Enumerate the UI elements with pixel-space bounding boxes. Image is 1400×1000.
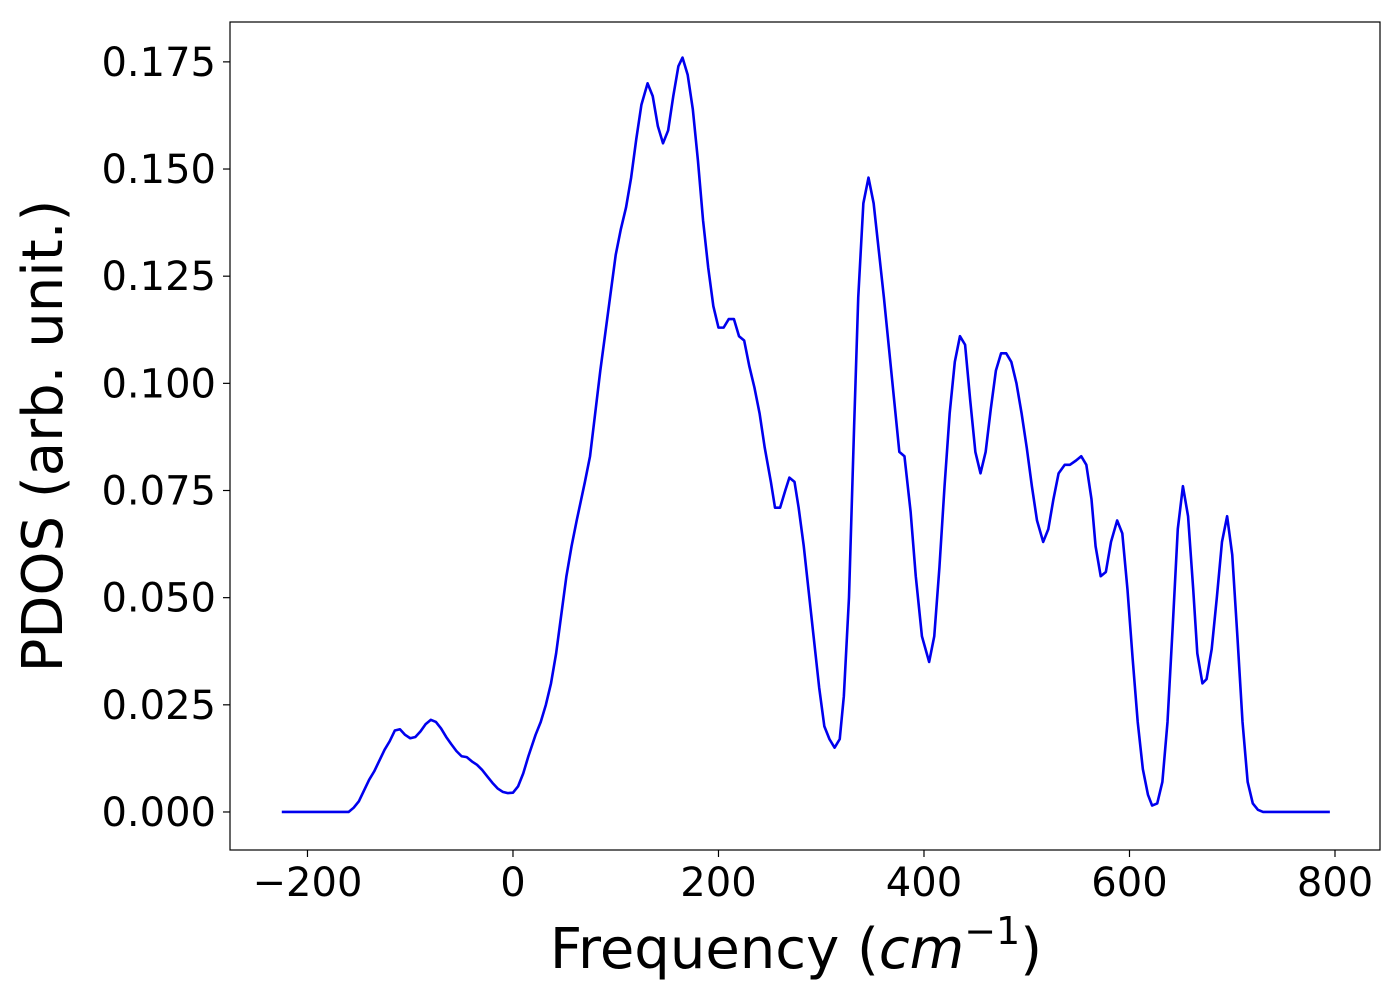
x-label-text: Frequency ( [550,917,879,982]
x-tick-label: 400 [886,860,962,906]
y-tick-label: 0.000 [101,790,216,836]
x-tick-label: −200 [253,860,363,906]
y-axis-label: PDOS (arb. unit.) [11,200,76,673]
x-tick-label: 800 [1297,860,1373,906]
y-tick-label: 0.075 [101,469,216,515]
y-tick-label: 0.050 [101,576,216,622]
y-tick-label: 0.175 [101,40,216,86]
y-tick-label: 0.125 [101,254,216,300]
y-tick-label: 0.150 [101,147,216,193]
x-tick-label: 600 [1091,860,1167,906]
pdos-line [281,56,1330,814]
y-tick-label: 0.025 [101,683,216,729]
x-tick-label: 0 [500,860,525,906]
x-label-close: ) [1020,917,1042,982]
x-axis-label: Frequency (cm−1) [550,909,1042,982]
x-tick-label: 200 [680,860,756,906]
x-label-math: cm [879,917,964,982]
plot-frame [229,21,1381,851]
y-tick-label: 0.100 [101,361,216,407]
x-label-sup: −1 [964,909,1020,953]
